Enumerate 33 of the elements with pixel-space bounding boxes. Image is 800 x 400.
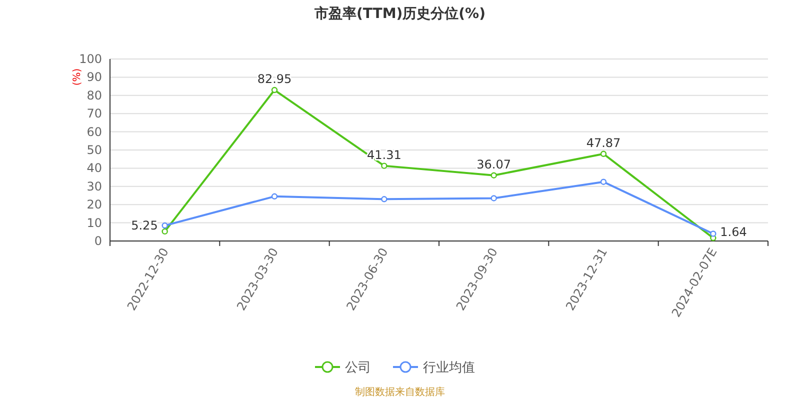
y-tick-label: 60 <box>86 124 102 139</box>
text: 制图数据来自数据库 <box>355 386 445 398</box>
point <box>600 150 607 157</box>
y-axis-title: (%) <box>72 68 83 86</box>
y-tick-label: 20 <box>86 198 102 212</box>
y-tick-label: 30 <box>86 179 102 194</box>
y-tick-label: 50 <box>86 143 102 157</box>
y-tick-label: 0 <box>94 234 102 248</box>
y-tick-label: 70 <box>86 106 102 121</box>
chart-title: 市盈率(TTM)历史分位(%) <box>314 5 486 22</box>
data-label: 41.31 <box>366 148 402 162</box>
y-tick-label: 90 <box>86 70 102 84</box>
y-tick-label: 10 <box>86 216 102 230</box>
point <box>381 196 388 202</box>
legend-label: 行业均值 <box>423 360 475 376</box>
y-tick-label: 80 <box>86 88 102 102</box>
y-tick-label: 100 <box>79 52 102 66</box>
data-label: 47.87 <box>586 136 621 150</box>
data-label: 36.07 <box>476 157 512 172</box>
point <box>600 178 607 185</box>
y-tick-label: 40 <box>86 161 102 176</box>
point <box>381 162 388 169</box>
data-label: 82.95 <box>257 72 292 86</box>
point <box>490 195 497 202</box>
point <box>490 172 497 178</box>
point <box>710 230 716 237</box>
data-label: 5.25 <box>131 218 158 232</box>
point <box>162 228 168 235</box>
data-label: 1.64 <box>720 225 747 240</box>
point <box>271 193 278 200</box>
point <box>162 222 168 229</box>
point <box>271 86 278 94</box>
legend-label: 公司 <box>345 360 371 376</box>
